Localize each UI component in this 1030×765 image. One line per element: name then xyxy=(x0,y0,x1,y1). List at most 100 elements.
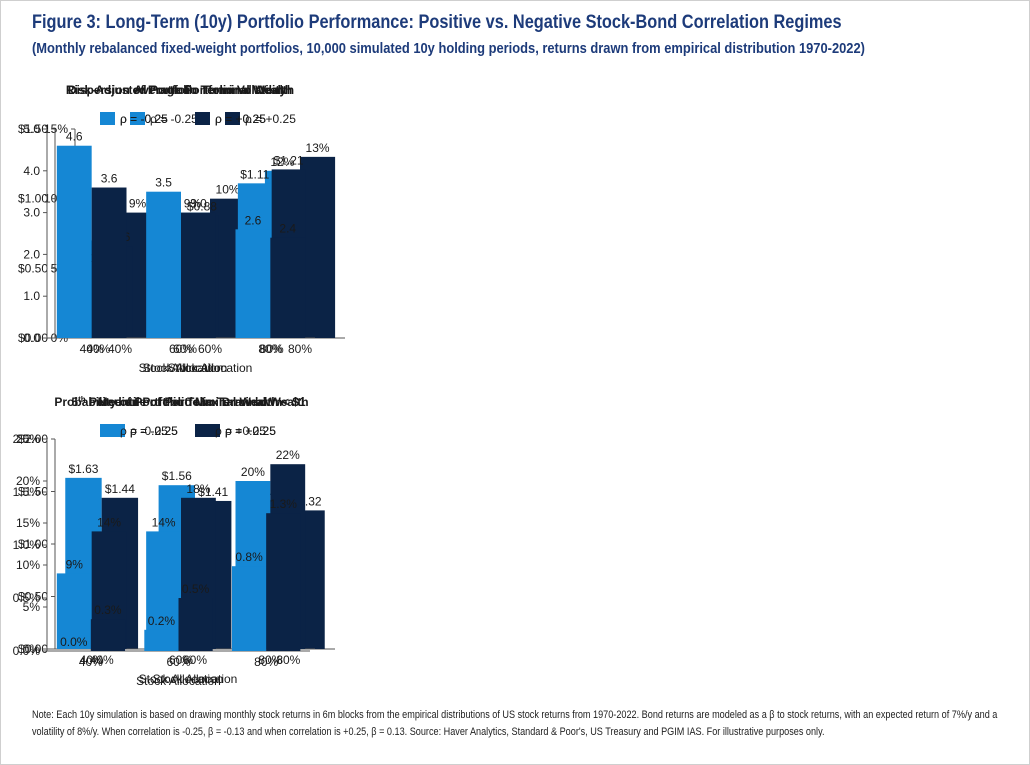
y-tick-label: $1.00 xyxy=(18,192,48,206)
y-tick-label: 5% xyxy=(23,600,41,614)
data-label-neg: $1.56 xyxy=(162,469,192,483)
data-label-pos: $1.21 xyxy=(274,153,304,167)
data-label-neg: 0.2% xyxy=(148,614,176,628)
y-tick-label: 15% xyxy=(16,516,40,530)
x-axis-label: Stock Allocation xyxy=(168,361,253,375)
y-tick-label: 2.0% xyxy=(13,432,41,446)
data-label-pos: $0.88 xyxy=(187,199,217,213)
x-axis-label: Stock Allocation xyxy=(136,674,221,688)
data-label-pos: 3.0 xyxy=(190,197,207,211)
y-tick-label: 3.0 xyxy=(23,206,40,220)
bar-pos xyxy=(178,598,213,651)
y-tick-label: $1.00 xyxy=(18,537,48,551)
data-label-neg: 3.5 xyxy=(155,176,172,190)
data-label-pos: 9% xyxy=(129,197,147,211)
chart-dispersion-terminal-wealth: Dispersion of Portfolio Terminal Wealth ρ… xyxy=(18,83,315,375)
legend-swatch-neg xyxy=(100,112,115,125)
data-label-pos: 1.3% xyxy=(270,497,298,511)
x-tick-label: 80% xyxy=(276,653,300,667)
y-tick-label: $0.50 xyxy=(18,261,48,275)
legend-label-pos: ρ = +0.25 xyxy=(215,112,266,126)
x-tick-label: 80% xyxy=(254,655,278,669)
data-label-pos: 10% xyxy=(216,183,240,197)
legend-label-neg: ρ = -0.25 xyxy=(150,112,198,126)
bar-pos xyxy=(266,513,301,651)
data-label-neg: $1.63 xyxy=(68,462,98,476)
y-tick-label: $0.00 xyxy=(18,331,48,345)
x-tick-label: 80% xyxy=(258,653,282,667)
chart-title: Average Portfolio Volatility xyxy=(134,83,286,97)
legend-label-pos: ρ = +0.25 xyxy=(245,112,296,126)
y-tick-label: 1.0% xyxy=(13,538,41,552)
x-tick-label: 40% xyxy=(90,653,114,667)
data-label-pos: $1.44 xyxy=(105,482,135,496)
x-tick-label: 80% xyxy=(288,342,312,356)
legend-label-neg: ρ = -0.25 xyxy=(120,424,168,438)
y-tick-label: 1.5% xyxy=(13,485,41,499)
legend-swatch-neg xyxy=(100,424,115,437)
y-tick-label: 2.0 xyxy=(23,247,40,261)
x-tick-label: 40% xyxy=(108,342,132,356)
chart-title: Median Portfolio Max Drawdown xyxy=(98,395,283,409)
chart-title-part: Percentile of Portfolio Terminal Wealth xyxy=(86,395,309,409)
data-label-neg: 9% xyxy=(184,197,202,211)
legend-label-pos: ρ = +0.25 xyxy=(215,112,266,126)
legend-label-neg: ρ = -0.25 xyxy=(130,424,178,438)
legend-swatch-pos xyxy=(195,112,210,125)
legend-label-neg: ρ = -0.25 xyxy=(120,112,168,126)
x-tick-label: 80% xyxy=(258,342,282,356)
y-tick-label: 20% xyxy=(16,474,40,488)
chart-title: Dispersion of Portfolio Terminal Wealth xyxy=(68,83,292,97)
bar-pos xyxy=(91,187,127,338)
data-label-neg: 2.6 xyxy=(245,213,262,227)
y-tick-label: 10% xyxy=(16,558,40,572)
y-tick-label: 0.5% xyxy=(13,591,41,605)
bar-pos xyxy=(90,619,126,651)
legend-label-pos: ρ = +0.25 xyxy=(225,424,276,438)
bar-neg xyxy=(235,229,271,338)
x-tick-label: 40% xyxy=(79,655,103,669)
figure-title: Figure 3: Long-Term (10y) Portfolio Perf… xyxy=(32,12,842,33)
y-tick-label: $1.50 xyxy=(18,122,48,136)
data-label-neg: 9% xyxy=(66,557,84,571)
x-tick-label: 60% xyxy=(198,342,222,356)
data-label-neg: 4.6 xyxy=(66,130,83,144)
legend-label-neg: ρ = -0.25 xyxy=(130,424,178,438)
chart-probability-wealth-below-1: Probability of Portfolio Terminal Wealth… xyxy=(13,395,310,688)
legend-label-pos: ρ = +0.25 xyxy=(225,424,276,438)
data-label-neg: 0.0% xyxy=(60,635,88,649)
bar-neg xyxy=(146,531,181,649)
x-axis-label: Stock Allocation xyxy=(139,361,224,375)
x-tick-label: 60% xyxy=(169,653,193,667)
y-tick-label: 0% xyxy=(23,642,41,656)
y-tick-label: $0.00 xyxy=(18,642,48,656)
figure-subtitle: (Monthly rebalanced fixed-weight portfol… xyxy=(32,40,865,57)
data-label-pos: 22% xyxy=(276,448,300,462)
legend-swatch-pos xyxy=(225,112,240,125)
data-label-neg: $1.11 xyxy=(240,167,269,181)
y-tick-label: $1.50 xyxy=(18,485,48,499)
footnote: Note: Each 10y simulation is based on dr… xyxy=(32,709,998,738)
x-axis-label: Stock Allocation xyxy=(143,361,228,375)
data-label-pos: 0.3% xyxy=(94,603,122,617)
legend-label-pos: ρ = +0.25 xyxy=(215,424,266,438)
y-tick-label: 25% xyxy=(16,432,40,446)
bar-pos xyxy=(300,156,336,338)
data-label-pos: $1.41 xyxy=(198,485,228,499)
x-tick-label: 60% xyxy=(169,342,193,356)
chart-title: 5th Percentile of Portfolio Terminal Wea… xyxy=(71,395,308,410)
data-label-neg: 20% xyxy=(241,465,265,479)
y-tick-label: 1.0 xyxy=(23,289,40,303)
y-tick-label: 5.0 xyxy=(23,122,40,136)
x-axis-label: Stock Allocation xyxy=(139,672,224,686)
x-tick-label: 60% xyxy=(183,653,207,667)
data-label-pos: 3.6 xyxy=(101,172,118,186)
y-tick-label: $2.00 xyxy=(18,432,48,446)
chart-title-sup: th xyxy=(78,395,86,404)
x-tick-label: 80% xyxy=(260,342,284,356)
x-tick-label: 40% xyxy=(86,342,110,356)
x-tick-label: 40% xyxy=(80,653,104,667)
legend-swatch-neg xyxy=(130,112,145,125)
bar-neg xyxy=(56,145,92,338)
